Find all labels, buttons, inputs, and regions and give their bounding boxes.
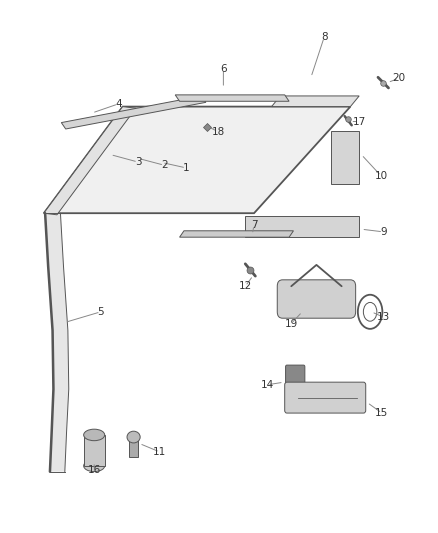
Text: 5: 5: [97, 307, 104, 317]
FancyBboxPatch shape: [277, 280, 356, 318]
Text: 4: 4: [115, 99, 122, 109]
Text: 13: 13: [377, 312, 390, 322]
Text: 7: 7: [251, 220, 258, 230]
Ellipse shape: [84, 429, 105, 441]
Text: 9: 9: [380, 227, 387, 237]
Text: 15: 15: [375, 408, 389, 418]
Text: 10: 10: [374, 171, 388, 181]
Text: 19: 19: [285, 319, 298, 328]
Text: 3: 3: [134, 157, 141, 167]
FancyBboxPatch shape: [285, 382, 366, 413]
Text: 20: 20: [392, 74, 405, 83]
Polygon shape: [44, 107, 136, 215]
Polygon shape: [61, 96, 206, 129]
Ellipse shape: [84, 460, 105, 472]
Polygon shape: [45, 213, 69, 472]
Text: 12: 12: [239, 281, 252, 291]
Ellipse shape: [127, 431, 140, 443]
FancyBboxPatch shape: [286, 365, 305, 386]
Polygon shape: [331, 131, 359, 184]
Text: 18: 18: [212, 127, 225, 136]
Text: 16: 16: [88, 465, 101, 475]
Polygon shape: [129, 440, 138, 457]
Text: 6: 6: [220, 64, 227, 74]
Polygon shape: [180, 231, 293, 237]
Polygon shape: [84, 435, 105, 466]
Text: 8: 8: [321, 33, 328, 42]
Polygon shape: [44, 107, 350, 213]
Text: 1: 1: [183, 163, 190, 173]
Text: 11: 11: [153, 447, 166, 457]
Polygon shape: [272, 96, 359, 107]
Polygon shape: [245, 216, 359, 237]
Text: 2: 2: [161, 160, 168, 170]
Polygon shape: [175, 95, 289, 101]
Text: 14: 14: [261, 380, 274, 390]
Text: 17: 17: [353, 117, 366, 126]
